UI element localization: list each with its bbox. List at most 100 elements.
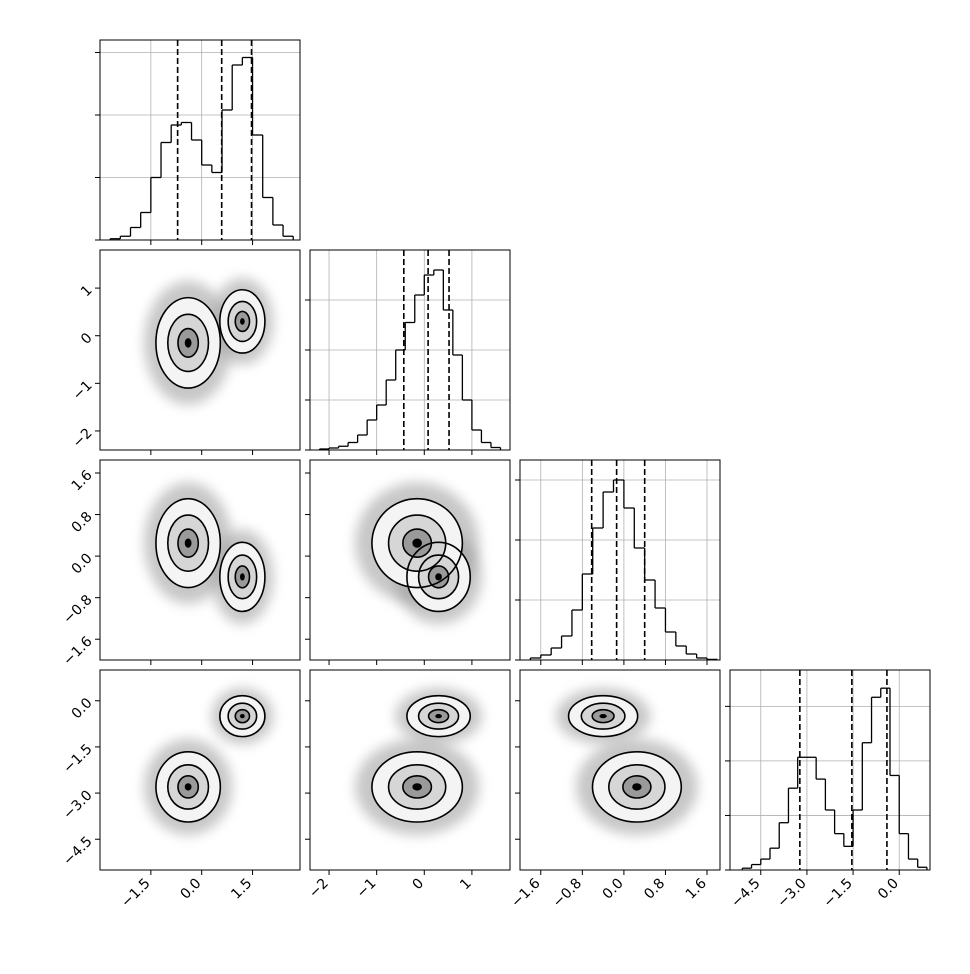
y-tick-label: 1	[78, 282, 96, 300]
contour	[608, 763, 666, 810]
histogram-panel	[515, 459, 721, 665]
x-tick-label: −1	[354, 876, 380, 902]
panel-content	[355, 688, 482, 835]
y-tick-label: 0.8	[69, 509, 96, 536]
contour	[567, 694, 639, 738]
panel-frame	[99, 669, 301, 871]
histogram-panel	[305, 249, 511, 455]
panel-content	[520, 460, 720, 660]
density-panel: −1.6 −0.8 0.0 0.8 1.6	[60, 459, 301, 669]
y-tick-label: −3.0	[60, 787, 95, 822]
contour	[227, 300, 258, 343]
density-peak	[184, 783, 192, 791]
panel-content	[144, 482, 274, 625]
contour	[234, 565, 251, 589]
contour	[219, 694, 266, 738]
panel-content	[144, 688, 274, 835]
x-tick-label: 1	[457, 876, 475, 894]
contour	[591, 751, 683, 823]
contour	[371, 751, 464, 823]
density-panel: −2 −1 0 1	[70, 249, 301, 455]
contour	[155, 497, 222, 589]
contour	[417, 554, 460, 600]
histogram-panel	[95, 39, 301, 245]
contour	[580, 702, 626, 730]
y-tick-label: 0.0	[69, 695, 96, 722]
density-panel: −2 −1 0 1	[305, 669, 511, 902]
panel-frame	[519, 669, 721, 871]
contour	[166, 514, 210, 572]
contour	[417, 702, 460, 730]
panel-content	[144, 278, 274, 405]
panel-frame	[519, 459, 721, 661]
contour	[177, 528, 200, 558]
contour	[387, 763, 447, 810]
x-tick-label: −1.5	[821, 876, 856, 911]
panel-frame	[309, 459, 511, 661]
contour	[234, 310, 251, 333]
panel-content	[355, 482, 482, 625]
x-tick-label: 0.0	[875, 876, 902, 903]
histogram-panel: −4.5 −3.0 −1.5 0.0	[725, 669, 931, 911]
contour	[371, 497, 464, 589]
contour	[402, 775, 433, 799]
density-peak	[240, 714, 245, 719]
y-tick-label: 1.6	[69, 467, 96, 494]
density-peak	[240, 318, 245, 325]
density-peak	[412, 783, 422, 791]
panel-frame	[309, 249, 511, 451]
contour	[591, 708, 615, 724]
y-tick-label: 0	[78, 330, 96, 348]
panel-content	[730, 670, 930, 870]
contour	[155, 296, 222, 389]
density-panel: −1.5 0.0 1.5 −4.5 −3.0 −1.5 0.0	[60, 669, 301, 911]
density-peak	[435, 573, 442, 581]
panel-frame	[99, 459, 301, 661]
panel-frame	[99, 39, 301, 241]
contour	[177, 327, 200, 358]
x-tick-label: 0.0	[600, 876, 627, 903]
x-tick-label: 0.8	[641, 876, 668, 903]
panel-content	[100, 40, 300, 240]
y-tick-label: −1	[70, 378, 96, 404]
contour	[406, 694, 472, 738]
density-peak	[184, 538, 192, 548]
contour	[219, 541, 266, 613]
contour	[622, 775, 652, 799]
contour	[234, 708, 251, 724]
x-tick-label: 1.6	[683, 875, 710, 902]
density-peak	[435, 714, 442, 719]
x-tick-label: −2	[306, 876, 332, 902]
density-panel	[305, 459, 511, 665]
density-peak	[632, 783, 642, 791]
y-tick-label: −0.8	[60, 592, 95, 627]
contour	[227, 702, 258, 730]
y-tick-label: −1.5	[60, 741, 95, 776]
density-peak	[184, 338, 192, 348]
y-tick-label: −2	[70, 425, 96, 451]
x-tick-label: −0.8	[550, 876, 585, 911]
contour	[219, 288, 266, 354]
y-tick-label: 0.0	[69, 550, 96, 577]
contour	[227, 554, 258, 600]
contour	[402, 528, 433, 558]
x-tick-label: 1.5	[228, 876, 255, 903]
contour	[177, 775, 200, 799]
contour	[387, 514, 447, 572]
x-tick-label: −1.5	[118, 876, 153, 911]
contour	[166, 763, 210, 810]
contour	[427, 565, 450, 589]
x-tick-label: 0.0	[177, 876, 204, 903]
contour	[166, 313, 210, 373]
y-tick-label: −1.6	[60, 634, 95, 669]
density-peak	[412, 538, 422, 548]
contour	[155, 751, 222, 823]
x-tick-label: −4.5	[728, 876, 763, 911]
contour	[406, 541, 472, 613]
panel-content	[310, 250, 510, 450]
panel-frame	[99, 249, 301, 451]
x-tick-label: −3.0	[774, 876, 809, 911]
panel-frame	[309, 669, 511, 871]
